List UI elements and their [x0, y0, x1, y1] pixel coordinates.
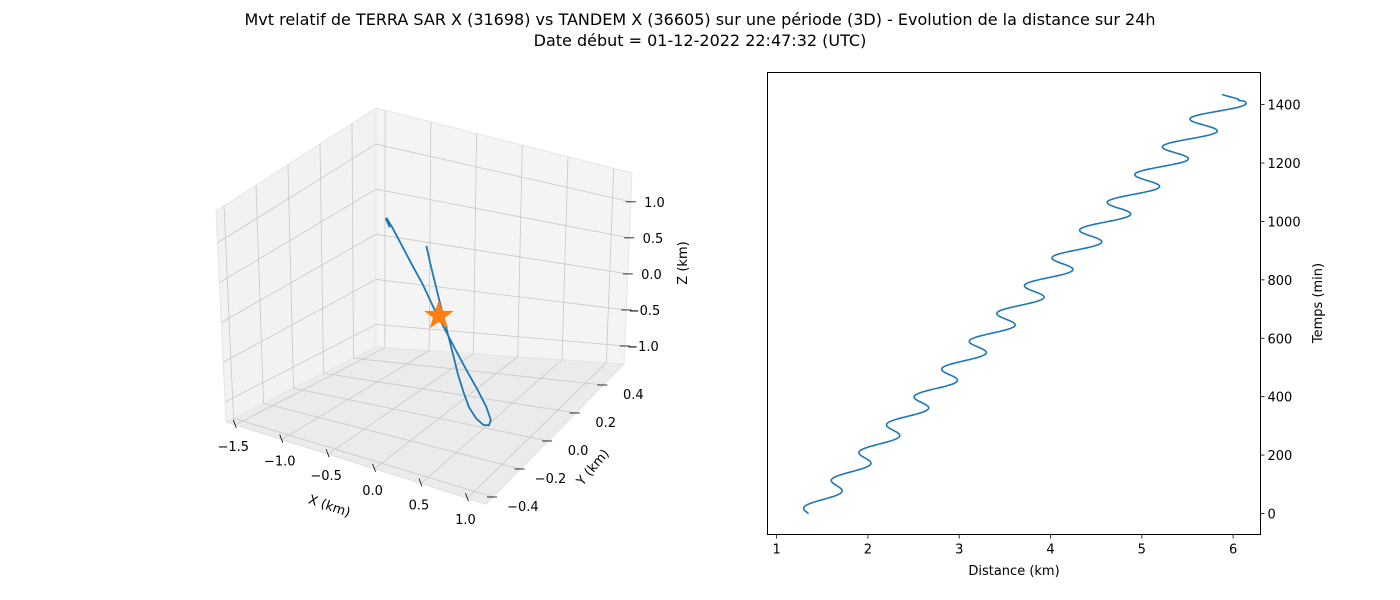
distance-series-line [802, 93, 1248, 515]
x-tick-label: 3 [955, 543, 963, 558]
x-tick [279, 434, 284, 443]
z-tick-label: −0.5 [629, 304, 661, 319]
x-gridline-floor [235, 347, 386, 426]
y-gridline-left [223, 205, 234, 419]
z-tick-label: −1.0 [627, 340, 659, 355]
z-gridline-back [375, 233, 628, 275]
plot-frame [767, 72, 1261, 535]
x-tick [232, 419, 237, 429]
z-tick-label: 0.0 [641, 268, 662, 283]
x-gridline-floor [420, 359, 563, 484]
y-tick-label: 0.0 [568, 444, 589, 459]
y-tick-label: 800 [1268, 274, 1293, 289]
axes3d-data [384, 217, 492, 427]
y-gridline-left [319, 144, 324, 374]
y-tick-label: 0 [1268, 507, 1276, 522]
y-tick-label: 400 [1268, 391, 1293, 406]
x-tick-label: −0.5 [310, 469, 342, 484]
x-tick-label: −1.0 [264, 455, 296, 470]
y-gridline-floor [293, 387, 549, 442]
x-tick-label: 5 [1138, 543, 1146, 558]
y-gridline-floor [263, 402, 521, 470]
axes3d-gridlines [217, 110, 631, 499]
y-tick-label: 1200 [1268, 157, 1301, 172]
z-axis-label: Z (km) [676, 241, 691, 284]
z-gridline-left [221, 233, 377, 323]
y-axis-label: Temps (min) [1311, 263, 1326, 344]
y-tick-label: 1400 [1268, 99, 1301, 114]
y-tick-label: 200 [1268, 449, 1293, 464]
x-tick [372, 463, 376, 472]
x-tick-label: 2 [864, 543, 872, 558]
z-gridline-left [219, 188, 377, 284]
x-axis-label: X (km) [306, 493, 352, 521]
z-tick-label: 1.0 [644, 196, 665, 211]
z-gridline-back [375, 143, 631, 203]
y-tick-label: 0.4 [623, 388, 644, 403]
x-gridline-floor [374, 356, 518, 470]
x-gridline-back [517, 145, 523, 357]
y-tick-label: 600 [1268, 332, 1293, 347]
axes3d-ticks: −1.5−1.0−0.50.00.51.0−0.4−0.20.00.20.4−1… [217, 196, 664, 528]
z-gridline-left [224, 324, 377, 403]
x-gridline-back [605, 168, 615, 363]
back-wall-pane [375, 107, 633, 365]
x-gridline-floor [467, 362, 607, 499]
x-tick [465, 493, 469, 502]
title-line-2: Date début = 01-12-2022 22:47:32 (UTC) [533, 31, 867, 50]
x-tick [325, 449, 330, 458]
x-gridline-floor [327, 353, 474, 455]
z-gridline-back [375, 324, 625, 347]
x-tick [418, 478, 423, 487]
y-gridline-left [255, 185, 264, 404]
z-gridline-back [375, 278, 627, 311]
y-tick-label: −0.4 [507, 500, 539, 515]
x-tick-label: 1 [772, 543, 780, 558]
x-gridline-floor [281, 350, 430, 440]
y-tick-label: 0.2 [595, 416, 616, 431]
y-gridline-floor [353, 357, 604, 386]
z-gridline-left [217, 143, 377, 244]
x-axis-label: Distance (km) [968, 564, 1059, 579]
x-gridline-back [561, 156, 569, 360]
y-gridline-floor [233, 417, 494, 498]
axes2d-ticks: 1 2 3 4 5 6 0 200 400 600 800 1000 1200 1400 [772, 99, 1300, 558]
orbit-3d-chart: −1.5−1.0−0.50.00.51.0−0.4−0.20.00.20.4−1… [215, 107, 691, 528]
z-tick-label: 0.5 [643, 232, 664, 247]
y-gridline-floor [323, 372, 576, 414]
title-line-1: Mvt relatif de TERRA SAR X (31698) vs TA… [244, 10, 1156, 29]
distance-time-chart: 1 2 3 4 5 6 0 200 400 600 800 1000 1200 1400 Distance… [767, 72, 1326, 579]
x-tick-label: −1.5 [217, 440, 249, 455]
origin-star-marker [424, 300, 454, 329]
z-gridline-back [375, 188, 630, 239]
y-gridline-left [351, 123, 354, 359]
y-tick-label: 1000 [1268, 215, 1301, 230]
x-tick-label: 0.0 [362, 484, 383, 499]
x-tick-label: 4 [1046, 543, 1054, 558]
y-gridline-left [287, 164, 294, 389]
x-tick-label: 0.5 [409, 499, 430, 514]
x-tick-label: 6 [1229, 543, 1237, 558]
x-tick-label: 1.0 [455, 513, 476, 528]
x-gridline-back [473, 133, 477, 354]
y-tick-label: −0.2 [535, 472, 567, 487]
z-gridline-left [222, 279, 377, 363]
